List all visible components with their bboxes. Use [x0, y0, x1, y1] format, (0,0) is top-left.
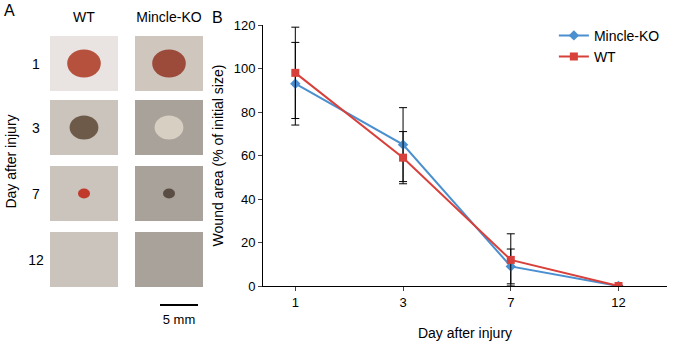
svg-text:1: 1: [292, 295, 299, 310]
svg-text:100: 100: [234, 61, 256, 76]
svg-text:A: A: [4, 2, 15, 19]
svg-text:12: 12: [611, 295, 625, 310]
svg-text:3: 3: [32, 120, 40, 136]
svg-text:B: B: [212, 9, 223, 26]
svg-text:1: 1: [32, 56, 40, 72]
svg-text:Mincle-KO: Mincle-KO: [594, 28, 659, 44]
svg-text:12: 12: [28, 252, 44, 268]
svg-text:Day after injury: Day after injury: [418, 325, 512, 341]
svg-text:20: 20: [241, 235, 255, 250]
svg-text:5 mm: 5 mm: [163, 312, 196, 327]
svg-text:WT: WT: [594, 49, 616, 65]
svg-text:120: 120: [234, 18, 256, 33]
svg-text:Day after injury: Day after injury: [3, 114, 19, 208]
svg-text:7: 7: [32, 186, 40, 202]
svg-text:0: 0: [248, 279, 255, 294]
svg-text:60: 60: [241, 148, 255, 163]
svg-text:WT: WT: [73, 9, 95, 25]
svg-text:7: 7: [507, 295, 514, 310]
svg-text:Wound area (% of initial size): Wound area (% of initial size): [210, 65, 226, 247]
svg-text:40: 40: [241, 192, 255, 207]
svg-text:3: 3: [399, 295, 406, 310]
svg-text:80: 80: [241, 105, 255, 120]
svg-text:Mincle-KO: Mincle-KO: [136, 9, 201, 25]
